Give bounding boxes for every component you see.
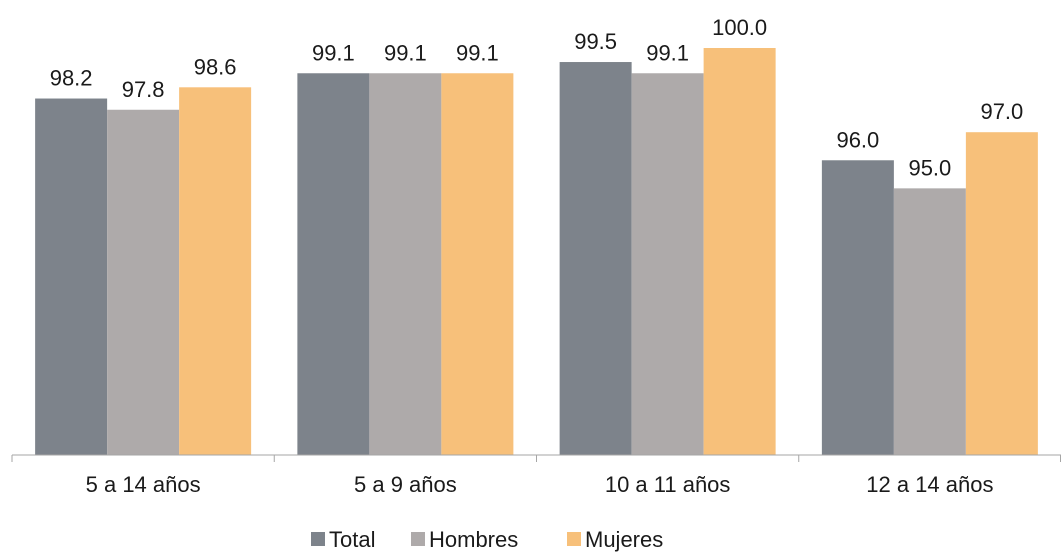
bars-layer (35, 48, 1038, 456)
x-tick-label-5-a-14-anos: 5 a 14 años (86, 472, 201, 497)
x-tick-labels: 5 a 14 años 5 a 9 años 10 a 11 años 12 a 14… (86, 472, 994, 497)
legend-swatch-total (311, 532, 325, 546)
bar-hombres-12-a-14-anos (893, 188, 966, 455)
legend-label-total: Total (329, 527, 375, 552)
legend: Total Hombres Mujeres (311, 527, 663, 552)
bar-total-5-a-14-anos (35, 98, 108, 455)
data-label-mujeres-5-a-9-anos: 99.1 (456, 40, 499, 65)
legend-swatch-hombres (411, 532, 425, 546)
x-axis (11, 454, 1061, 462)
bar-hombres-5-a-14-anos (107, 109, 180, 456)
legend-label-mujeres: Mujeres (585, 527, 663, 552)
data-label-total-12-a-14-anos: 96.0 (836, 127, 879, 152)
data-label-mujeres-10-a-11-anos: 100.0 (712, 15, 767, 40)
bar-mujeres-5-a-14-anos (179, 87, 252, 455)
data-label-total-5-a-14-anos: 98.2 (50, 66, 93, 91)
x-tick-label-10-a-11-anos: 10 a 11 años (605, 472, 731, 497)
data-labels-layer: 98.2 97.8 98.6 99.1 99.1 99.1 99.5 99.1 100.0 96.… (50, 15, 1024, 180)
data-label-mujeres-12-a-14-anos: 97.0 (980, 99, 1023, 124)
bar-mujeres-12-a-14-anos (965, 132, 1038, 455)
bar-mujeres-10-a-11-anos (703, 48, 776, 455)
bar-total-5-a-9-anos (297, 73, 370, 455)
data-label-hombres-12-a-14-anos: 95.0 (908, 155, 951, 180)
bar-total-10-a-11-anos (559, 62, 632, 455)
data-label-hombres-5-a-14-anos: 97.8 (122, 77, 165, 102)
data-label-total-5-a-9-anos: 99.1 (312, 40, 355, 65)
data-label-mujeres-5-a-14-anos: 98.6 (194, 54, 237, 79)
bar-mujeres-5-a-9-anos (441, 73, 514, 455)
data-label-total-10-a-11-anos: 99.5 (574, 29, 617, 54)
legend-label-hombres: Hombres (429, 527, 518, 552)
x-tick-label-5-a-9-anos: 5 a 9 años (354, 472, 457, 497)
bar-hombres-5-a-9-anos (369, 73, 442, 455)
x-tick-label-12-a-14-anos: 12 a 14 años (866, 472, 993, 497)
bar-hombres-10-a-11-anos (631, 73, 704, 455)
bar-total-12-a-14-anos (821, 160, 894, 455)
data-label-hombres-10-a-11-anos: 99.1 (646, 40, 689, 65)
legend-swatch-mujeres (567, 532, 581, 546)
data-label-hombres-5-a-9-anos: 99.1 (384, 40, 427, 65)
